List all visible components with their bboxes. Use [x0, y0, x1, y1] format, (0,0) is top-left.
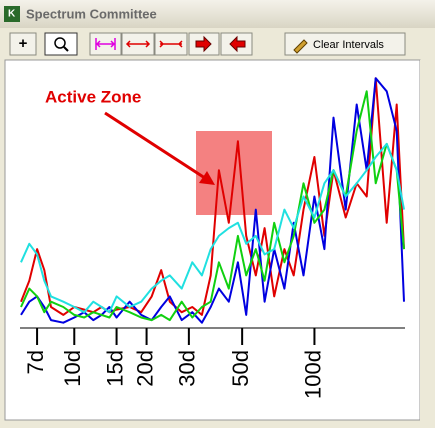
- x-tick-label: 10d: [60, 350, 85, 387]
- series-line: [20, 77, 405, 324]
- annotation-arrow: [104, 111, 209, 182]
- prev-icon: [229, 35, 246, 53]
- x-tick-label: 20d: [132, 350, 157, 387]
- interval-icon: [95, 38, 116, 50]
- window-title: Spectrum Committee: [26, 6, 157, 21]
- plot-area: [20, 77, 405, 324]
- x-tick-label: 7d: [23, 350, 48, 374]
- x-tick-label: 15d: [102, 350, 127, 387]
- next-icon: [195, 35, 212, 53]
- annotation: Active Zone: [45, 87, 141, 106]
- toolbar-icons: [95, 38, 183, 50]
- x-tick-label: 50d: [228, 350, 253, 387]
- app-icon-text: K: [8, 9, 16, 20]
- x-tick-label: 30d: [175, 350, 200, 387]
- plus-icon: +: [19, 35, 28, 52]
- app-icon: [4, 6, 20, 22]
- clear-intervals-label: Clear Intervals: [313, 39, 384, 51]
- series-line: [20, 77, 405, 316]
- brush-icon: [293, 39, 308, 54]
- series-line: [20, 142, 405, 314]
- magnifier-icon: [54, 37, 66, 49]
- clear-intervals-button[interactable]: [284, 32, 406, 56]
- title-bar: [0, 0, 435, 28]
- magnifier-handle: [63, 46, 69, 52]
- zoom-in-button[interactable]: [9, 32, 37, 56]
- zoom-button[interactable]: [44, 32, 78, 56]
- shrink-icon: [159, 40, 183, 48]
- x-tick-label: 100d: [300, 350, 325, 399]
- side-strip: [420, 60, 435, 423]
- annotation-arrowhead: [199, 171, 215, 185]
- expand-icon: [125, 40, 151, 48]
